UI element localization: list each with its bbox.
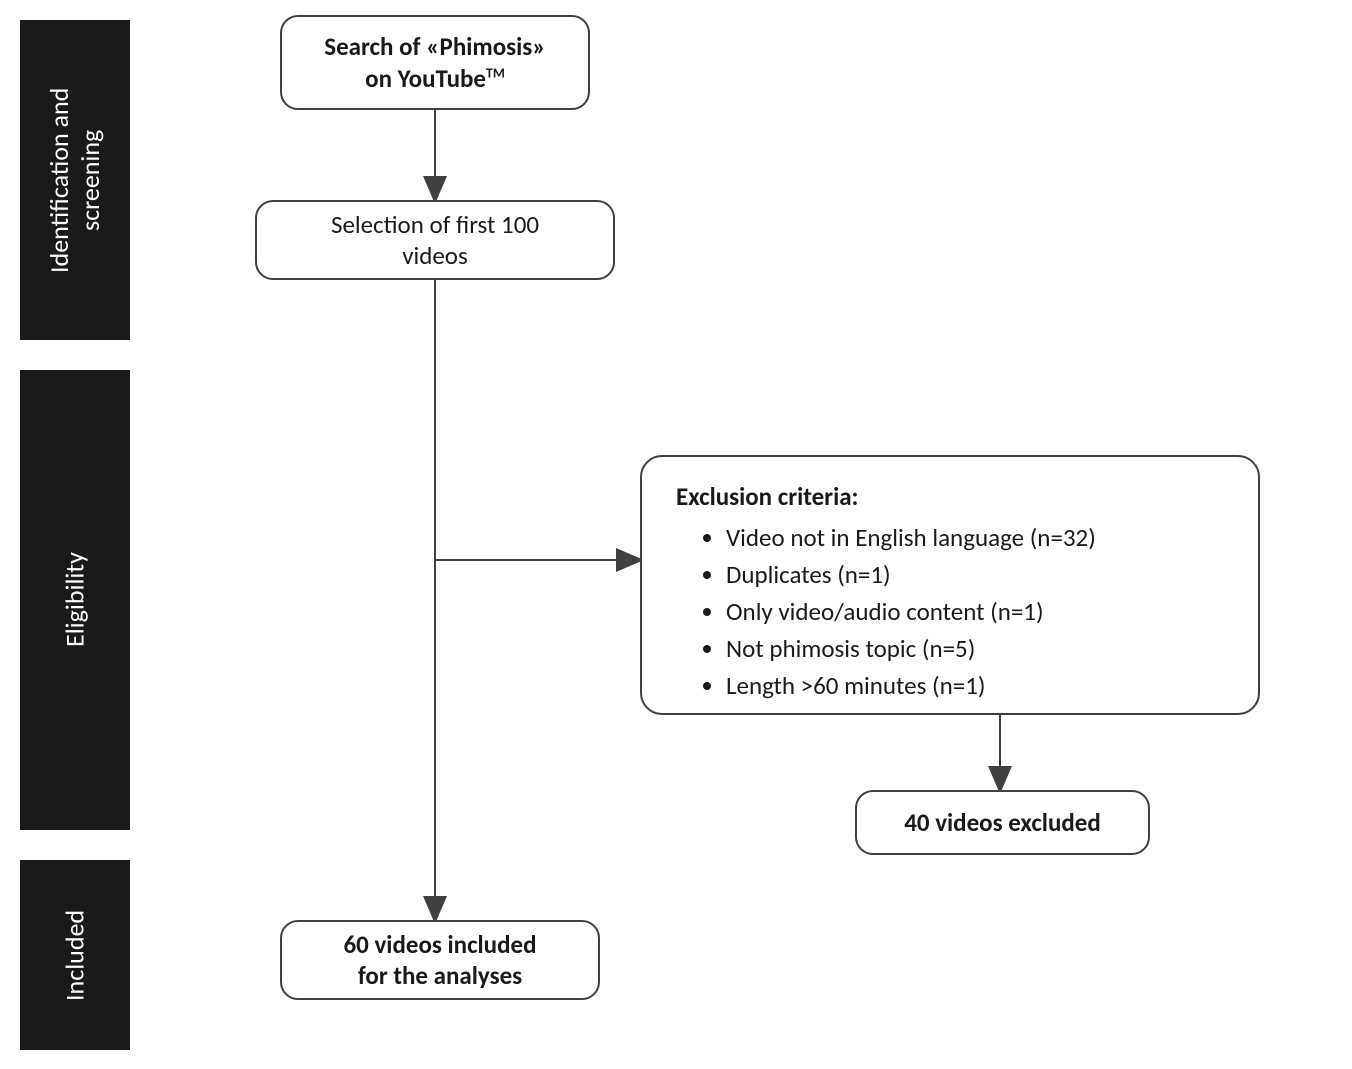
node-text-line1: Selection of first 100 — [331, 209, 539, 240]
exclusion-item: Length >60 minutes (n=1) — [726, 668, 1228, 703]
node-text-fragment: on YouTube — [365, 63, 486, 94]
phase-label-text: Identification andscreening — [44, 87, 106, 272]
node-text-line2: videos — [331, 240, 539, 271]
exclusion-list: Video not in English language (n=32) Dup… — [676, 520, 1228, 703]
exclusion-item: Not phimosis topic (n=5) — [726, 631, 1228, 666]
node-text-line2: for the analyses — [343, 960, 536, 991]
node-exclusion-criteria: Exclusion criteria: Video not in English… — [640, 455, 1260, 715]
exclusion-title: Exclusion criteria: — [676, 479, 1228, 514]
exclusion-item: Only video/audio content (n=1) — [726, 594, 1228, 629]
phase-label-eligibility: Eligibility — [20, 370, 130, 830]
node-included: 60 videos included for the analyses — [280, 920, 600, 1000]
phase-label-text: Included — [59, 909, 90, 1000]
node-text: 40 videos excluded — [904, 807, 1101, 838]
node-text-line1: 60 videos included — [343, 929, 536, 960]
node-excluded: 40 videos excluded — [855, 790, 1150, 855]
trademark-superscript: TM — [486, 64, 505, 81]
flowchart-canvas: Identification andscreening Eligibility … — [0, 0, 1352, 1069]
node-select-100: Selection of first 100 videos — [255, 200, 615, 280]
phase-label-identification: Identification andscreening — [20, 20, 130, 340]
node-text-line1: Search of «Phimosis» — [324, 31, 545, 62]
exclusion-item: Duplicates (n=1) — [726, 557, 1228, 592]
phase-label-included: Included — [20, 860, 130, 1050]
node-search: Search of «Phimosis» on YouTubeTM — [280, 15, 590, 110]
exclusion-item: Video not in English language (n=32) — [726, 520, 1228, 555]
node-text-line2: on YouTubeTM — [324, 63, 545, 94]
phase-label-text: Eligibility — [59, 553, 90, 648]
